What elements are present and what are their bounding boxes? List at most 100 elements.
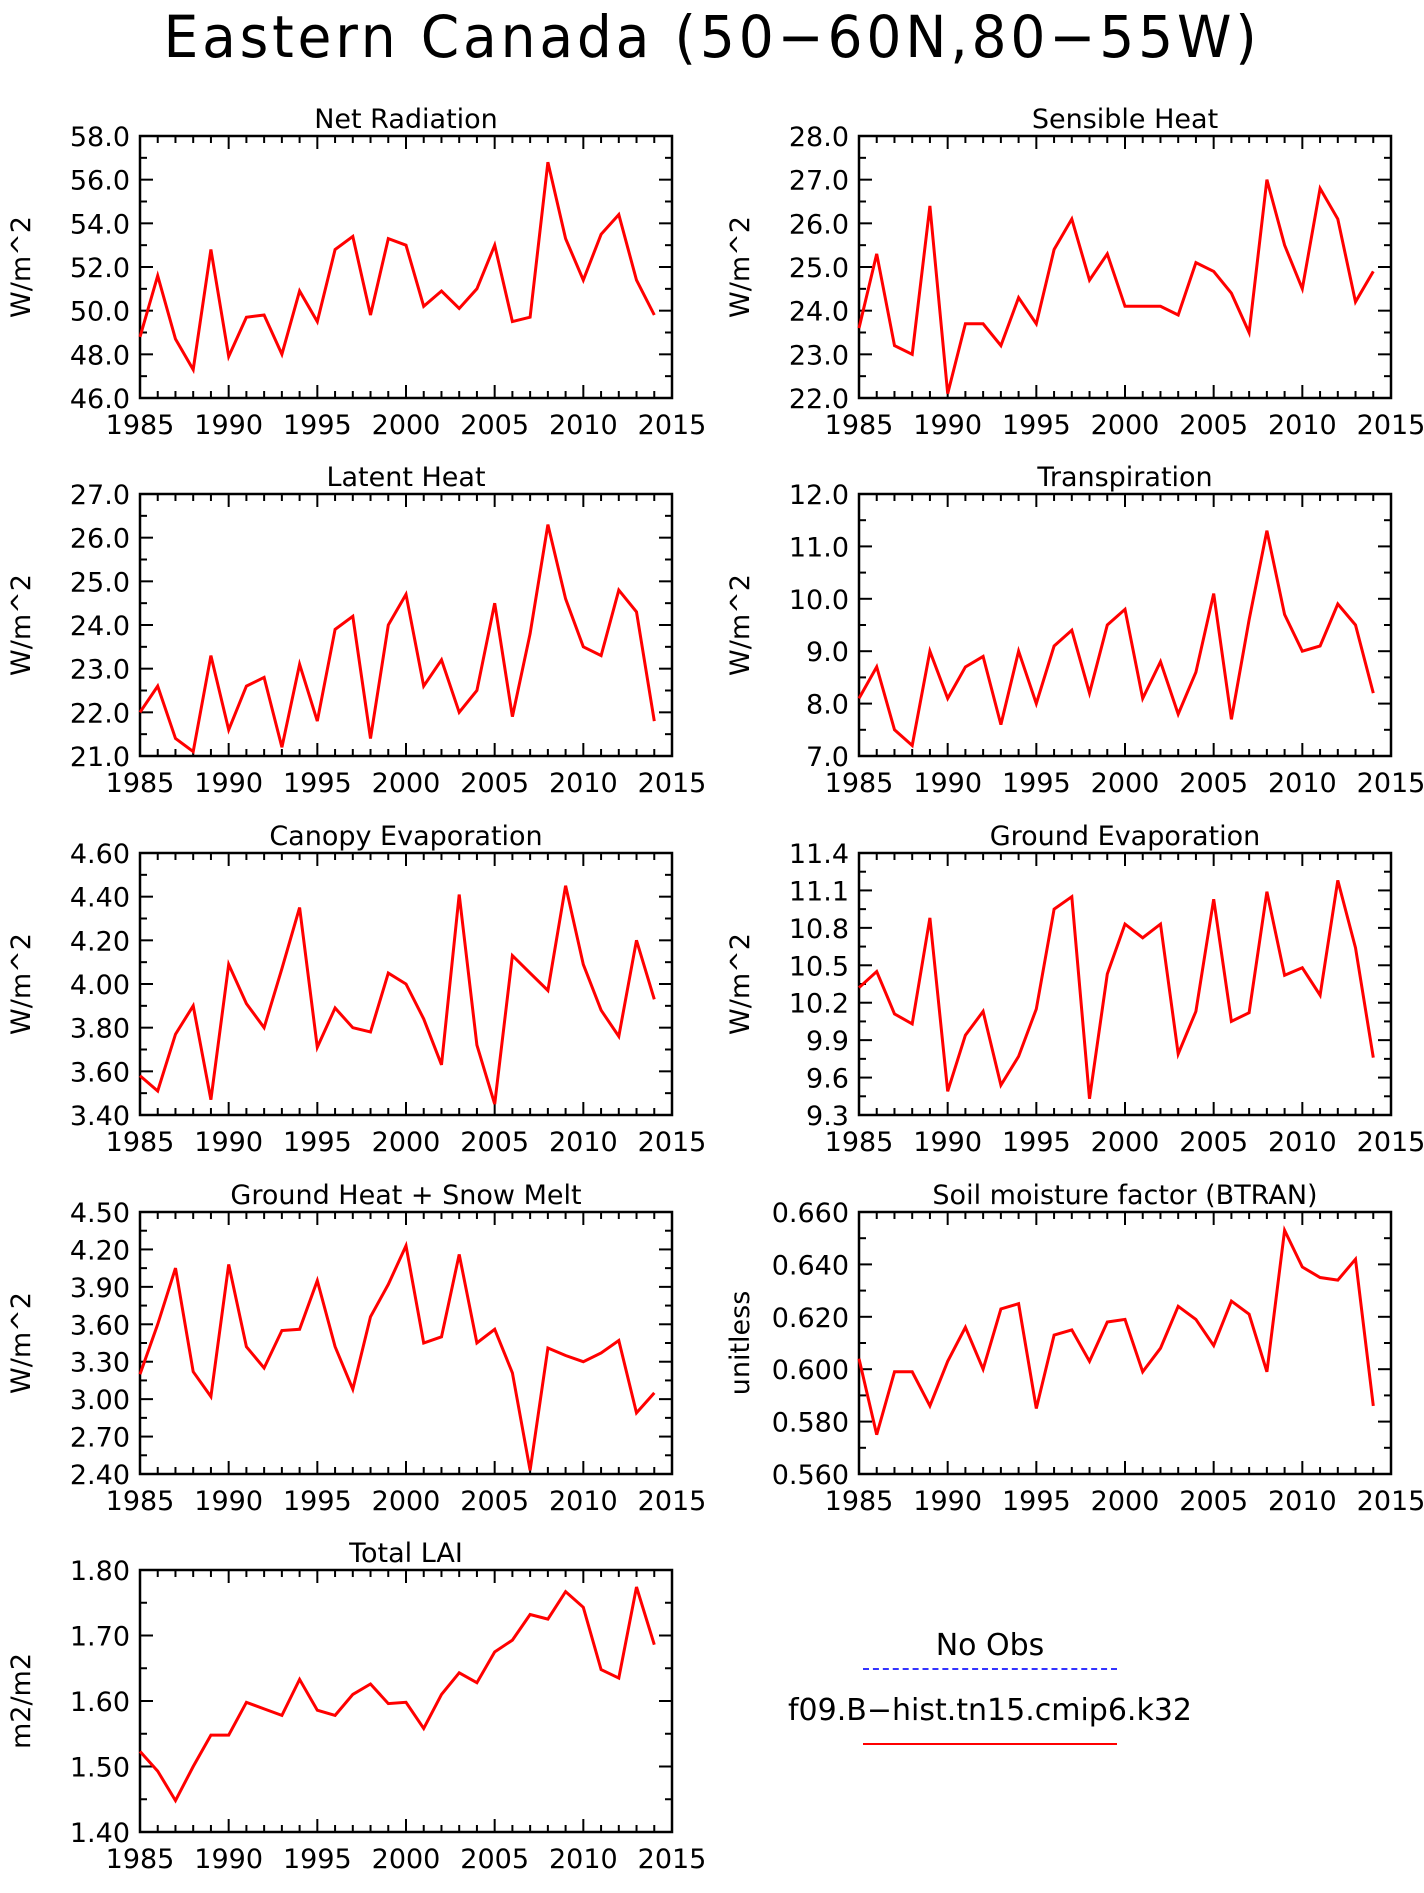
x-tick-label: 2010 bbox=[549, 1844, 618, 1875]
x-tick-label: 1990 bbox=[194, 768, 263, 799]
y-tick-label: 4.20 bbox=[70, 1235, 130, 1266]
y-tick-label: 3.30 bbox=[70, 1348, 130, 1379]
y-tick-label: 24.0 bbox=[789, 297, 849, 328]
x-tick-label: 2010 bbox=[549, 410, 618, 441]
x-tick-label: 1995 bbox=[1002, 410, 1071, 441]
y-tick-label: 22.0 bbox=[789, 384, 849, 415]
chart-title: Soil moisture factor (BTRAN) bbox=[932, 1180, 1317, 1211]
series-line bbox=[138, 524, 656, 755]
y-tick-label: 0.660 bbox=[772, 1198, 849, 1229]
plot-frame bbox=[138, 492, 674, 758]
x-tick-label: 2015 bbox=[638, 410, 707, 441]
x-tick-label: 2010 bbox=[1268, 768, 1337, 799]
x-tick-label: 1985 bbox=[106, 1127, 175, 1158]
y-tick-label: 46.0 bbox=[70, 384, 130, 415]
x-tick-label: 1990 bbox=[913, 1127, 982, 1158]
x-tick-label: 1995 bbox=[1002, 768, 1071, 799]
y-tick-label: 2.70 bbox=[70, 1423, 130, 1454]
x-tick-label: 2005 bbox=[1179, 1127, 1248, 1158]
x-tick-label: 2015 bbox=[638, 1844, 707, 1875]
y-tick-label: 9.3 bbox=[806, 1101, 849, 1132]
figure-title: Eastern Canada (50−60N,80−55W) bbox=[163, 3, 1261, 71]
y-axis-label: W/m^2 bbox=[725, 574, 756, 676]
y-tick-label: 4.60 bbox=[70, 839, 130, 870]
y-tick-label: 4.50 bbox=[70, 1198, 130, 1229]
x-tick-label: 2015 bbox=[638, 1127, 707, 1158]
series-line bbox=[857, 179, 1375, 394]
x-tick-label: 2010 bbox=[1268, 410, 1337, 441]
x-tick-label: 2010 bbox=[549, 1127, 618, 1158]
y-tick-label: 10.2 bbox=[789, 989, 849, 1020]
y-tick-label: 23.0 bbox=[789, 340, 849, 371]
x-tick-label: 1985 bbox=[825, 410, 894, 441]
series-line bbox=[857, 530, 1375, 749]
y-tick-label: 2.40 bbox=[70, 1460, 130, 1491]
x-tick-label: 1985 bbox=[106, 768, 175, 799]
x-tick-label: 2015 bbox=[638, 768, 707, 799]
x-tick-label: 1985 bbox=[825, 768, 894, 799]
y-tick-label: 11.0 bbox=[789, 532, 849, 563]
y-tick-label: 11.4 bbox=[789, 839, 849, 870]
y-axis-label: W/m^2 bbox=[6, 216, 37, 318]
x-tick-label: 1990 bbox=[194, 410, 263, 441]
plot-frame bbox=[857, 134, 1393, 400]
y-tick-label: 3.40 bbox=[70, 1101, 130, 1132]
chart-title: Ground Evaporation bbox=[990, 821, 1261, 852]
y-tick-label: 0.560 bbox=[772, 1460, 849, 1491]
y-tick-label: 0.600 bbox=[772, 1355, 849, 1386]
chart-title: Sensible Heat bbox=[1032, 104, 1218, 135]
y-tick-label: 4.00 bbox=[70, 970, 130, 1001]
x-tick-label: 2000 bbox=[372, 1127, 441, 1158]
series-line bbox=[138, 161, 656, 375]
x-tick-label: 2005 bbox=[460, 1844, 529, 1875]
x-tick-label: 2000 bbox=[372, 410, 441, 441]
x-tick-label: 1995 bbox=[283, 1844, 352, 1875]
chart-ground-heat-snow-melt: Ground Heat + Snow Melt W/m^2 1985 1990 1995… bbox=[6, 1180, 706, 1517]
x-tick-label: 2000 bbox=[372, 1844, 441, 1875]
chart-soil-moisture-factor-btran: Soil moisture factor (BTRAN) unitless 1985… bbox=[725, 1180, 1424, 1517]
series-line bbox=[857, 1225, 1375, 1436]
y-tick-label: 58.0 bbox=[70, 122, 130, 153]
series-line bbox=[138, 1586, 656, 1804]
y-tick-label: 26.0 bbox=[70, 524, 130, 555]
chart-canopy-evaporation: Canopy Evaporation W/m^2 1985 1990 1995 2000 2… bbox=[6, 821, 706, 1158]
y-tick-label: 10.5 bbox=[789, 951, 849, 982]
y-tick-label: 25.0 bbox=[789, 253, 849, 284]
y-tick-label: 1.80 bbox=[70, 1556, 130, 1587]
y-tick-label: 9.0 bbox=[806, 637, 849, 668]
x-tick-label: 1995 bbox=[283, 410, 352, 441]
y-tick-label: 12.0 bbox=[789, 480, 849, 511]
x-tick-label: 2015 bbox=[1357, 1127, 1424, 1158]
chart-ground-evaporation: Ground Evaporation W/m^2 1985 1990 1995 2000 2… bbox=[725, 821, 1424, 1158]
y-tick-label: 0.580 bbox=[772, 1408, 849, 1439]
y-axis-label: m2/m2 bbox=[6, 1653, 37, 1749]
x-tick-label: 2000 bbox=[372, 1486, 441, 1517]
y-tick-label: 1.70 bbox=[70, 1622, 130, 1653]
y-tick-label: 3.60 bbox=[70, 1057, 130, 1088]
x-tick-label: 1985 bbox=[825, 1127, 894, 1158]
legend-obs-swatch bbox=[863, 1668, 1117, 1670]
y-tick-label: 56.0 bbox=[70, 166, 130, 197]
y-tick-label: 7.0 bbox=[806, 742, 849, 773]
x-tick-label: 1990 bbox=[194, 1127, 263, 1158]
y-tick-label: 3.80 bbox=[70, 1014, 130, 1045]
y-tick-label: 0.620 bbox=[772, 1303, 849, 1334]
y-tick-label: 3.90 bbox=[70, 1273, 130, 1304]
x-tick-label: 2010 bbox=[549, 1486, 618, 1517]
y-tick-label: 10.8 bbox=[789, 914, 849, 945]
x-tick-label: 2000 bbox=[1091, 410, 1160, 441]
x-tick-label: 1985 bbox=[106, 1486, 175, 1517]
y-tick-label: 10.0 bbox=[789, 585, 849, 616]
x-tick-label: 2015 bbox=[1357, 768, 1424, 799]
y-tick-label: 27.0 bbox=[789, 166, 849, 197]
chart-total-lai: Total LAI m2/m2 1985 1990 1995 2000 2005 2010 20… bbox=[6, 1538, 706, 1875]
x-tick-label: 1995 bbox=[283, 768, 352, 799]
chart-title: Net Radiation bbox=[314, 104, 498, 135]
y-tick-label: 54.0 bbox=[70, 209, 130, 240]
y-tick-label: 50.0 bbox=[70, 297, 130, 328]
chart-title: Total LAI bbox=[348, 1538, 463, 1569]
x-tick-label: 2005 bbox=[1179, 410, 1248, 441]
chart-net-radiation: Net Radiation W/m^2 1985 1990 1995 2000 2005 20… bbox=[6, 104, 706, 441]
legend-model-swatch bbox=[863, 1743, 1117, 1745]
x-tick-label: 2000 bbox=[1091, 768, 1160, 799]
